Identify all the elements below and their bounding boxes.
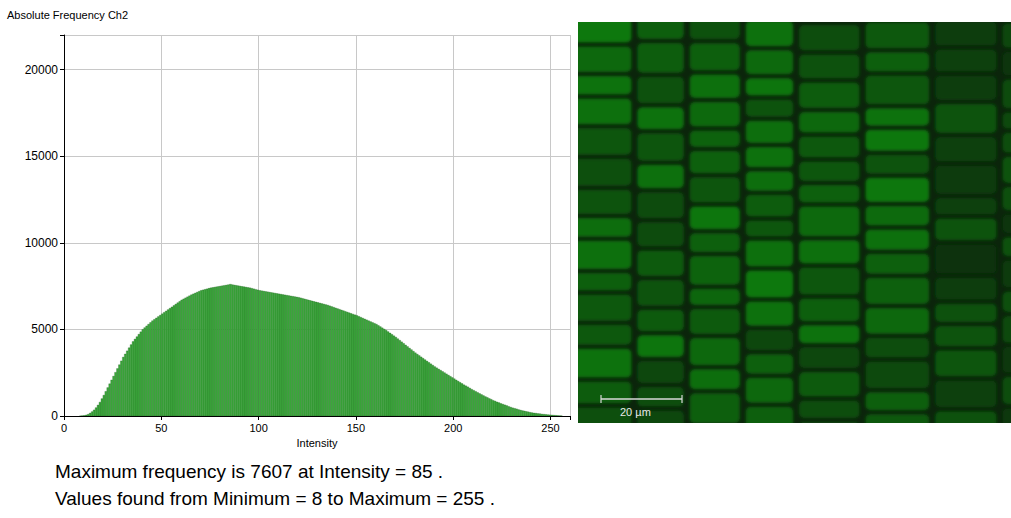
html-text:Values found from Minimum = 8: Values found from Minimum = 8 to Maximum… <box>55 488 495 509</box>
svg-text:15000: 15000 <box>25 149 59 163</box>
html-text:Maximum frequency is 7607 at I: Maximum frequency is 7607 at Intensity =… <box>55 461 444 482</box>
svg-text:250: 250 <box>541 422 559 434</box>
svg-text:0: 0 <box>61 422 67 434</box>
svg-text:100: 100 <box>249 422 267 434</box>
svg-text:Absolute Frequency Ch2: Absolute Frequency Ch2 <box>7 9 128 21</box>
svg-text:5000: 5000 <box>31 322 58 336</box>
svg-text:150: 150 <box>347 422 365 434</box>
svg-text:200: 200 <box>444 422 462 434</box>
svg-text:Intensity: Intensity <box>297 437 338 449</box>
svg-text:10000: 10000 <box>25 236 59 250</box>
svg-text:50: 50 <box>155 422 167 434</box>
svg-text:20000: 20000 <box>25 63 59 77</box>
svg-text:20 µm: 20 µm <box>620 406 651 418</box>
svg-text:0: 0 <box>51 409 58 423</box>
